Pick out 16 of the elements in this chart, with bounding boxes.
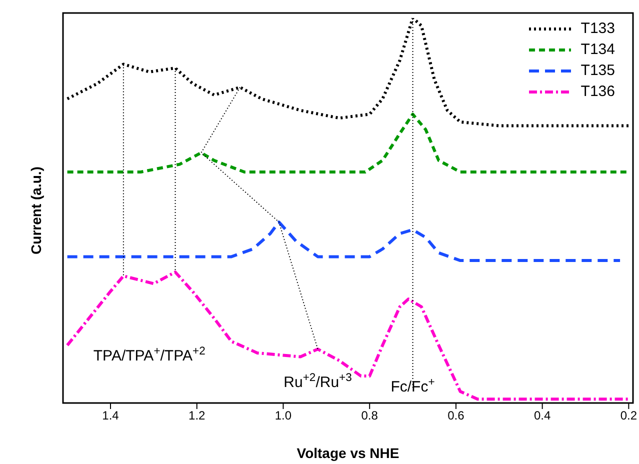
x-axis-title: Voltage vs NHE bbox=[296, 445, 400, 461]
x-tick-label: 1.2 bbox=[188, 408, 206, 423]
x-tick-label: 1.4 bbox=[102, 408, 120, 423]
legend-label: T134 bbox=[580, 41, 615, 58]
legend-label: T136 bbox=[580, 83, 615, 100]
legend-label: T133 bbox=[580, 20, 615, 37]
legend-label: T135 bbox=[580, 62, 615, 79]
x-tick-label: 0.2 bbox=[620, 408, 638, 423]
x-tick-label: 1.0 bbox=[274, 408, 292, 423]
annotation: Ru$^{+2}$/Ru$^{+3}$ bbox=[284, 372, 352, 392]
x-tick-label: 0.8 bbox=[361, 408, 378, 423]
x-tick-label: 0.6 bbox=[448, 408, 465, 423]
y-axis-title: Current (a.u.) bbox=[28, 166, 44, 254]
annotation: Fc/Fc$^{+}$ bbox=[390, 376, 436, 396]
x-tick-label: 0.4 bbox=[534, 408, 551, 423]
annotation: TPA/TPA$^{+}$/TPA$^{+2}$ bbox=[93, 346, 206, 365]
